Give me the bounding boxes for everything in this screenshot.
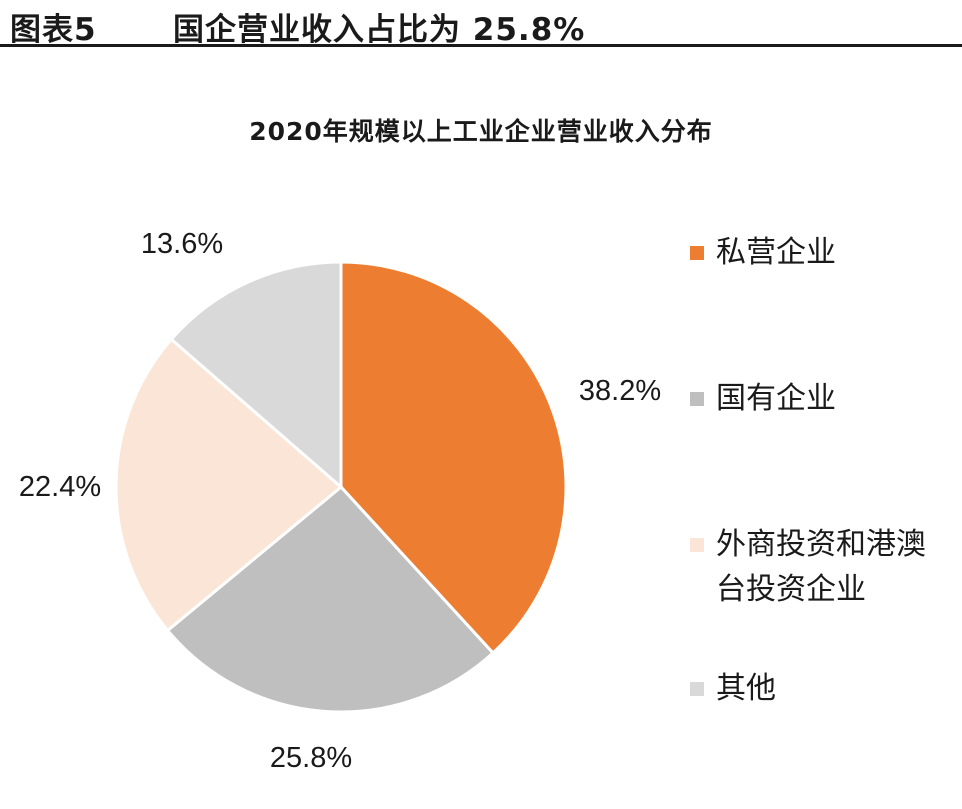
pie-slice-other bbox=[169, 260, 343, 491]
legend-swatch-other bbox=[690, 682, 704, 696]
pie-slice-private bbox=[339, 260, 568, 656]
legend-label-foreign: 外商投资和港澳台投资企业 bbox=[716, 527, 926, 607]
figure-title: 国企营业收入占比为 25.8% bbox=[173, 12, 586, 48]
chart-title: 2020年规模以上工业企业营业收入分布 bbox=[249, 117, 713, 146]
legend-swatch-private bbox=[690, 246, 704, 260]
data-label-private: 38.2% bbox=[579, 375, 661, 407]
pie-slice-state-owned bbox=[165, 484, 496, 714]
figure-header: 图表5 国企营业收入占比为 25.8% bbox=[10, 0, 954, 48]
legend-swatch-state-owned bbox=[690, 392, 704, 406]
legend-label-private: 私营企业 bbox=[716, 235, 836, 270]
legend-label-state-owned: 国有企业 bbox=[716, 381, 836, 416]
legend-swatch-foreign bbox=[690, 538, 704, 552]
data-label-state-owned: 25.8% bbox=[270, 742, 352, 774]
data-label-foreign: 22.4% bbox=[19, 471, 101, 503]
pie-slice-foreign bbox=[114, 337, 344, 633]
legend-label-other: 其他 bbox=[716, 671, 776, 706]
header-rule bbox=[0, 44, 962, 47]
figure-label: 图表5 bbox=[10, 12, 97, 48]
data-label-other: 13.6% bbox=[141, 228, 223, 260]
